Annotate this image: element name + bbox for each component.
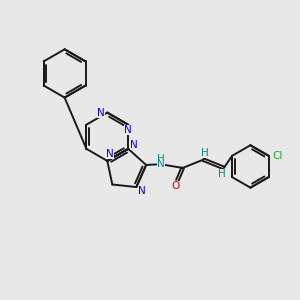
Text: N: N [124,125,132,135]
Text: N: N [157,159,165,170]
Text: N: N [106,149,113,159]
Text: H: H [201,148,209,158]
Text: H: H [218,169,226,179]
Text: N: N [138,186,146,196]
Text: H: H [157,154,165,164]
Text: Cl: Cl [272,151,283,161]
Text: N: N [130,140,138,150]
Text: N: N [97,108,105,118]
Text: O: O [172,181,180,190]
